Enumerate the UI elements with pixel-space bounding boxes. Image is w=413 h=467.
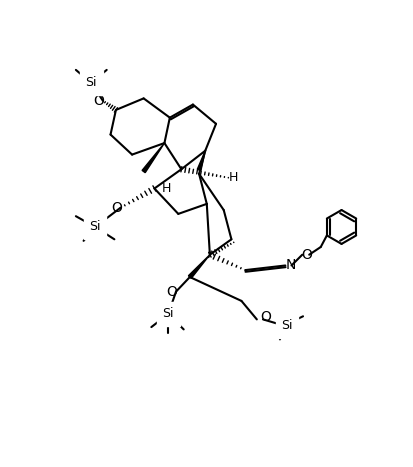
- Text: O: O: [260, 310, 271, 324]
- Text: O: O: [93, 94, 104, 108]
- Polygon shape: [188, 255, 209, 278]
- Text: O: O: [166, 285, 176, 299]
- Polygon shape: [197, 151, 205, 170]
- Text: H: H: [161, 182, 171, 195]
- Text: Si: Si: [162, 307, 173, 320]
- Text: Si: Si: [89, 220, 101, 234]
- Text: H: H: [228, 171, 238, 184]
- Polygon shape: [142, 143, 164, 173]
- Text: Si: Si: [280, 319, 292, 332]
- Text: O: O: [301, 248, 311, 262]
- Text: N: N: [285, 258, 295, 272]
- Text: Si: Si: [85, 77, 97, 90]
- Text: O: O: [111, 201, 122, 215]
